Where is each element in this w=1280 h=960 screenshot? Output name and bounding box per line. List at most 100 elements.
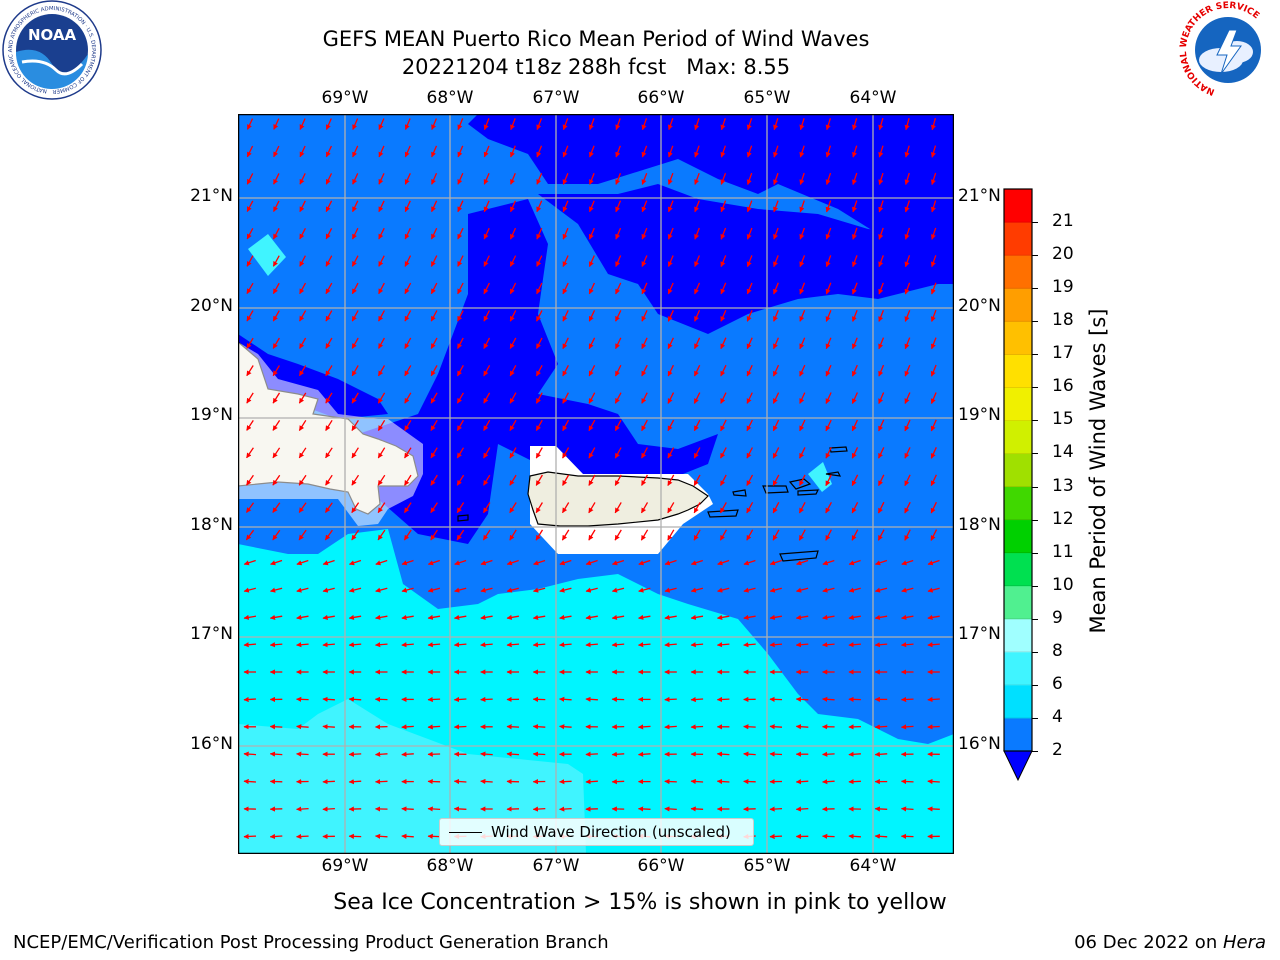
wave-direction-arrow: [453, 696, 467, 703]
wave-direction-arrow: [378, 145, 385, 158]
wave-direction-arrow: [746, 255, 753, 268]
wave-direction-arrow: [825, 447, 832, 459]
wave-direction-arrow: [296, 642, 309, 648]
wave-direction-arrow: [374, 751, 388, 757]
wave-direction-arrow: [272, 392, 281, 404]
wave-direction-arrow: [930, 501, 937, 514]
wave-direction-arrow: [456, 392, 464, 404]
legend-label: Wind Wave Direction (unscaled): [491, 823, 731, 841]
wave-direction-arrow: [349, 559, 362, 566]
wave-direction-arrow: [532, 587, 546, 593]
wave-direction-arrow: [743, 614, 756, 620]
wave-direction-arrow: [930, 172, 937, 185]
wave-direction-arrow: [799, 364, 806, 377]
wave-direction-arrow: [664, 778, 677, 785]
wave-direction-arrow: [667, 227, 674, 240]
wave-direction-arrow: [562, 447, 570, 459]
wave-direction-arrow: [851, 474, 859, 487]
wave-direction-arrow: [878, 337, 885, 350]
wave-direction-arrow: [614, 529, 622, 541]
wave-direction-arrow: [641, 118, 648, 131]
wave-direction-arrow: [509, 529, 517, 541]
wave-direction-arrow: [901, 587, 914, 593]
wave-direction-arrow: [900, 724, 914, 730]
wave-direction-arrow: [717, 559, 730, 566]
wave-direction-arrow: [874, 642, 888, 648]
colorbar-tick-label: 18: [1052, 310, 1074, 331]
wave-direction-arrow: [457, 255, 464, 267]
wave-direction-arrow: [927, 642, 940, 648]
wave-direction-arrow: [799, 227, 806, 240]
wave-direction-arrow: [851, 529, 859, 541]
wave-direction-arrow: [562, 172, 569, 185]
wave-direction-arrow: [404, 200, 411, 213]
wave-direction-arrow: [874, 587, 888, 593]
wave-direction-arrow: [927, 587, 940, 593]
wave-direction-arrow: [480, 614, 493, 620]
wave-direction-arrow: [404, 118, 411, 130]
wave-direction-arrow: [430, 227, 438, 240]
wave-direction-arrow: [483, 173, 490, 185]
wave-direction-arrow: [533, 559, 546, 566]
wave-direction-arrow: [798, 529, 806, 541]
wave-direction-arrow: [535, 529, 544, 541]
colorbar-tick-mark: [1032, 255, 1038, 257]
wave-direction-arrow: [641, 200, 648, 213]
lon-label-bottom: 64°W: [849, 856, 897, 876]
colorbar-segment: [1004, 552, 1032, 587]
wave-direction-arrow: [404, 282, 412, 295]
wave-direction-arrow: [667, 529, 675, 541]
wave-direction-arrow: [822, 751, 835, 757]
wave-direction-arrow: [562, 364, 569, 377]
wave-direction-arrow: [562, 227, 569, 240]
wave-direction-arrow: [640, 529, 649, 541]
wave-direction-arrow: [878, 255, 884, 268]
wave-direction-arrow: [693, 529, 701, 541]
wave-direction-arrow: [690, 806, 704, 812]
wave-direction-arrow: [930, 282, 937, 295]
wave-direction-arrow: [378, 173, 385, 185]
wave-direction-arrow: [269, 724, 283, 730]
wave-direction-arrow: [510, 173, 516, 185]
wave-direction-arrow: [930, 227, 937, 240]
wave-direction-arrow: [848, 779, 861, 785]
wave-direction-arrow: [875, 559, 888, 566]
wave-direction-arrow: [509, 255, 517, 267]
wave-direction-arrow: [719, 502, 727, 514]
wave-direction-arrow: [246, 337, 254, 349]
wave-direction-arrow: [536, 255, 543, 267]
wave-direction-arrow: [612, 559, 625, 566]
wave-direction-arrow: [641, 282, 648, 295]
wave-direction-arrow: [716, 614, 730, 620]
wave-direction-arrow: [900, 778, 914, 785]
wave-direction-arrow: [536, 282, 543, 295]
wave-direction-arrow: [746, 310, 753, 322]
colorbar-frame: [1003, 188, 1033, 752]
wave-direction-arrow: [743, 559, 756, 566]
wave-direction-arrow: [457, 282, 464, 295]
wave-direction-arrow: [246, 200, 254, 212]
wave-direction-arrow: [878, 227, 884, 240]
wave-direction-arrow: [246, 365, 254, 377]
wave-direction-arrow: [664, 559, 677, 566]
wave-direction-arrow: [322, 696, 335, 702]
wave-direction-arrow: [904, 419, 911, 432]
wave-direction-arrow: [799, 200, 805, 213]
wave-direction-arrow: [480, 751, 493, 757]
wave-direction-arrow: [378, 227, 385, 240]
wave-direction-arrow: [325, 200, 333, 213]
wave-direction-arrow: [562, 255, 569, 267]
wave-direction-arrow: [269, 614, 283, 620]
wave-direction-arrow: [298, 419, 307, 431]
wave-direction-arrow: [667, 392, 675, 404]
wave-direction-arrow: [559, 696, 572, 702]
wave-direction-arrow: [743, 724, 756, 730]
wave-direction-arrow: [690, 778, 704, 785]
wave-direction-arrow: [401, 751, 414, 757]
wave-direction-arrow: [641, 447, 648, 459]
wave-direction-arrow: [904, 474, 911, 487]
wave-direction-arrow: [585, 751, 598, 757]
wave-direction-arrow: [694, 310, 701, 322]
wave-direction-arrow: [246, 118, 254, 130]
wave-direction-arrow: [638, 587, 651, 593]
